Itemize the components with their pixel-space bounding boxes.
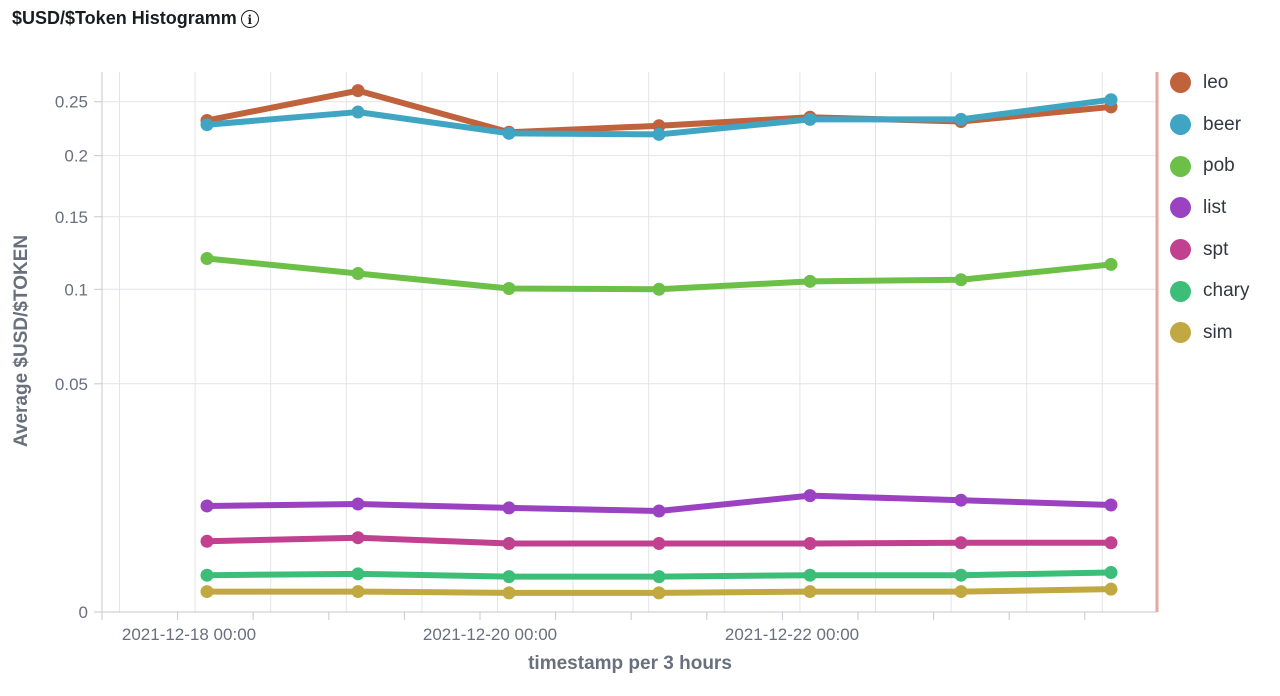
data-point-beer[interactable] — [803, 112, 817, 126]
data-point-pob[interactable] — [351, 267, 365, 281]
legend-swatch — [1170, 197, 1191, 219]
y-axis-title: Average $USD/$TOKEN — [11, 235, 32, 447]
legend-swatch — [1170, 114, 1191, 136]
data-point-chary[interactable] — [502, 570, 516, 584]
data-point-sim[interactable] — [652, 586, 666, 600]
chart-series — [200, 84, 1118, 600]
legend-label: beer — [1203, 113, 1242, 135]
data-point-spt[interactable] — [502, 537, 516, 551]
legend-item-leo[interactable]: leo — [1170, 62, 1249, 104]
data-point-beer[interactable] — [652, 127, 666, 141]
data-point-spt[interactable] — [803, 537, 817, 551]
y-tick-label: 0 — [79, 603, 88, 622]
data-point-spt[interactable] — [652, 537, 666, 551]
data-point-beer[interactable] — [200, 118, 214, 132]
y-tick-label: 0.25 — [55, 93, 88, 112]
legend-swatch — [1170, 322, 1191, 344]
data-point-beer[interactable] — [1104, 93, 1118, 107]
data-point-beer[interactable] — [351, 105, 365, 119]
data-point-pob[interactable] — [652, 282, 666, 296]
chart-title-text: $USD/$Token Histogramm — [12, 8, 237, 28]
data-point-spt[interactable] — [954, 536, 968, 550]
legend-item-list[interactable]: list — [1170, 187, 1249, 229]
legend-swatch — [1170, 72, 1191, 94]
data-point-pob[interactable] — [200, 251, 214, 265]
y-tick-label: 0.2 — [64, 147, 88, 166]
data-point-list[interactable] — [652, 504, 666, 518]
data-point-spt[interactable] — [351, 531, 365, 545]
data-point-chary[interactable] — [200, 568, 214, 582]
data-point-chary[interactable] — [1104, 565, 1118, 579]
legend-swatch — [1170, 280, 1191, 302]
legend-item-beer[interactable]: beer — [1170, 104, 1249, 146]
legend-swatch — [1170, 155, 1191, 177]
data-point-sim[interactable] — [351, 585, 365, 599]
legend-item-pob[interactable]: pob — [1170, 145, 1249, 187]
y-tick-label: 0.05 — [55, 375, 88, 394]
data-point-sim[interactable] — [1104, 582, 1118, 596]
legend-label: list — [1203, 196, 1227, 218]
legend-item-spt[interactable]: spt — [1170, 229, 1249, 271]
legend-label: spt — [1203, 238, 1229, 260]
data-point-list[interactable] — [200, 499, 214, 513]
data-point-list[interactable] — [351, 497, 365, 511]
data-point-chary[interactable] — [803, 568, 817, 582]
legend-label: chary — [1203, 280, 1250, 302]
data-point-beer[interactable] — [502, 126, 516, 140]
data-point-sim[interactable] — [954, 585, 968, 599]
chart-axes: 0 0.05 0.1 0.15 0.2 0.25 2021-12-18 00:00 2021-… — [55, 72, 1159, 644]
y-tick-label: 0.15 — [55, 208, 88, 227]
data-point-list[interactable] — [954, 493, 968, 507]
legend-label: pob — [1203, 155, 1235, 177]
data-point-spt[interactable] — [200, 534, 214, 548]
data-point-spt[interactable] — [1104, 536, 1118, 550]
data-point-sim[interactable] — [803, 585, 817, 599]
data-point-chary[interactable] — [954, 568, 968, 582]
chart-legend: leo beer pob list spt chary sim — [1170, 62, 1249, 354]
x-tick-label: 2021-12-22 00:00 — [725, 625, 859, 644]
info-icon[interactable]: i — [240, 9, 259, 28]
data-point-list[interactable] — [1104, 498, 1118, 512]
data-point-chary[interactable] — [351, 567, 365, 581]
legend-label: sim — [1203, 321, 1233, 343]
data-point-pob[interactable] — [502, 281, 516, 295]
x-axis-title: timestamp per 3 hours — [528, 653, 732, 674]
data-point-list[interactable] — [803, 489, 817, 503]
y-tick-label: 0.1 — [64, 280, 88, 299]
x-tick-label: 2021-12-20 00:00 — [423, 625, 557, 644]
data-point-leo[interactable] — [351, 84, 365, 98]
legend-item-chary[interactable]: chary — [1170, 270, 1249, 312]
data-point-list[interactable] — [502, 501, 516, 515]
data-point-chary[interactable] — [652, 570, 666, 584]
data-point-beer[interactable] — [954, 112, 968, 126]
legend-item-sim[interactable]: sim — [1170, 312, 1249, 354]
data-point-pob[interactable] — [803, 274, 817, 288]
data-point-sim[interactable] — [502, 586, 516, 600]
legend-label: leo — [1203, 71, 1229, 93]
data-point-pob[interactable] — [954, 273, 968, 287]
chart-title: $USD/$Token Histogramm i — [12, 8, 259, 29]
data-point-pob[interactable] — [1104, 257, 1118, 271]
legend-swatch — [1170, 239, 1191, 261]
data-point-sim[interactable] — [200, 585, 214, 599]
chart-grid — [102, 72, 1157, 612]
x-tick-label: 2021-12-18 00:00 — [122, 625, 256, 644]
